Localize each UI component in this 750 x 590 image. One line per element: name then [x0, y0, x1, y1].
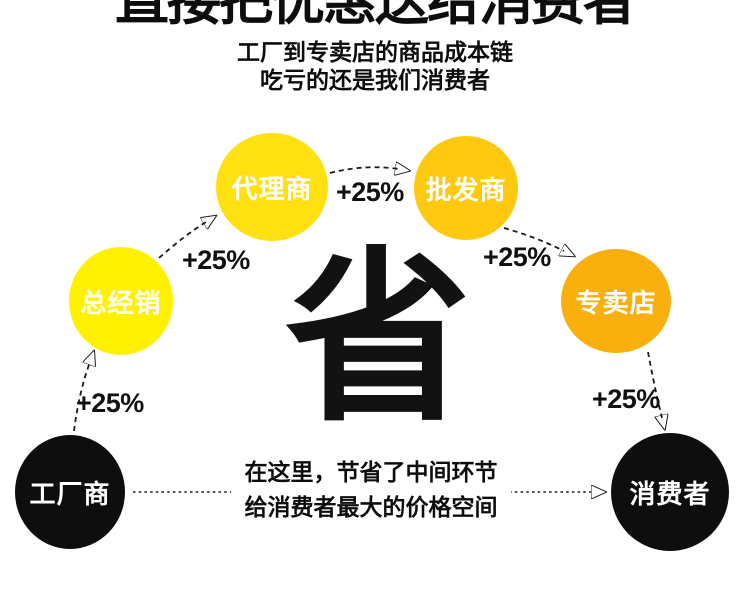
arrow-general-distributor-to-agent [158, 222, 206, 259]
node-agent-label: 代理商 [231, 173, 313, 204]
node-general-distributor: 总经销 [69, 247, 173, 355]
node-consumer-label: 消费者 [629, 478, 711, 509]
savings-note-line-1: 在这里，节省了中间环节 [244, 459, 498, 485]
node-general-distributor-label: 总经销 [80, 287, 162, 318]
markup-percent-label-3: +25% [336, 177, 404, 207]
node-specialty-store: 专卖店 [561, 249, 671, 353]
markup-percent-label-2: +25% [182, 245, 250, 275]
savings-note-line-2: 给消费者最大的价格空间 [244, 494, 498, 520]
node-factory: 工厂商 [15, 435, 125, 549]
arrow-agent-to-wholesaler [329, 167, 398, 173]
subtitle-line-2: 吃亏的还是我们消费者 [260, 67, 490, 93]
arrow-wholesaler-to-specialty-store [503, 227, 564, 251]
node-agent: 代理商 [216, 133, 328, 241]
savings-note: 在这里，节省了中间环节 给消费者最大的价格空间 [231, 455, 511, 525]
node-wholesaler: 批发商 [414, 136, 518, 240]
node-consumer: 消费者 [611, 433, 729, 551]
save-character: 省 [284, 236, 471, 443]
arrow-factory-to-general-distributor [73, 362, 90, 432]
node-wholesaler-label: 批发商 [425, 174, 507, 205]
page-title: 直接把优惠送给消费者 [115, 0, 637, 31]
node-specialty-store-label: 专卖店 [575, 287, 657, 318]
markup-percent-label-4: +25% [483, 242, 551, 272]
markup-percent-label-5: +25% [592, 384, 660, 414]
subtitle-line-1: 工厂到专卖店的商品成本链 [237, 39, 513, 65]
markup-percent-label-1: +25% [76, 388, 144, 418]
node-factory-label: 工厂商 [29, 478, 111, 509]
